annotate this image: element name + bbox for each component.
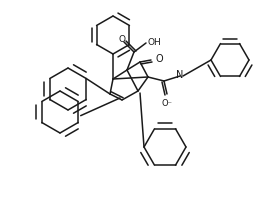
Text: N: N [176, 70, 184, 80]
Text: O⁻: O⁻ [161, 99, 173, 108]
Text: OH: OH [147, 37, 161, 46]
Text: O: O [119, 34, 126, 44]
Text: O: O [155, 54, 163, 64]
